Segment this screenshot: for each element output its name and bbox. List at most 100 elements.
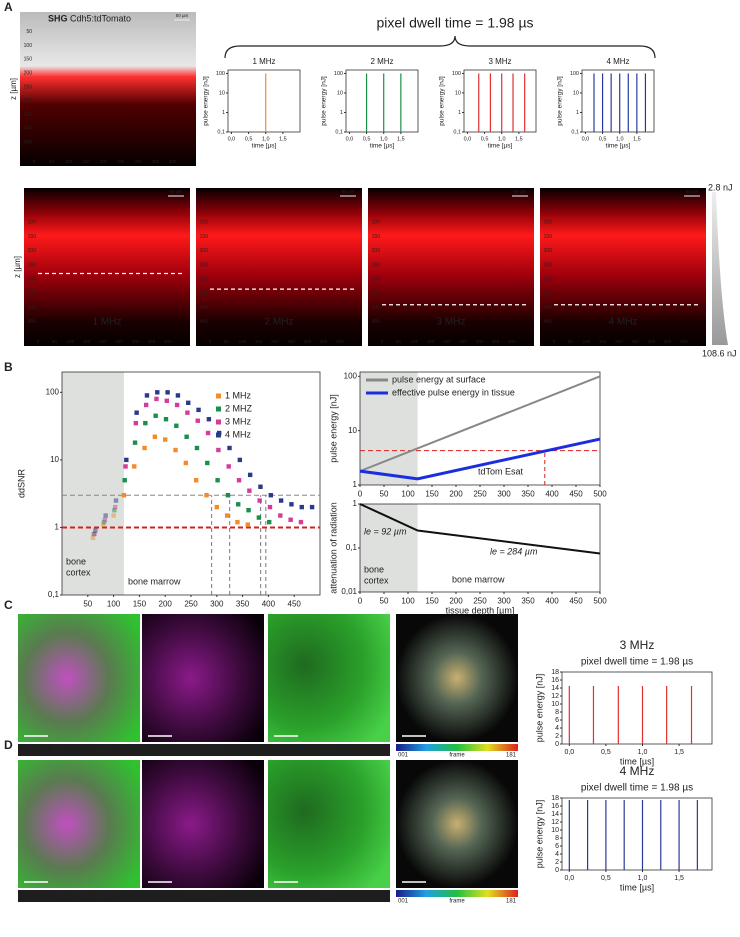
x-tick-label: 0,0 [228, 136, 236, 142]
x-tick-label: 250 [631, 339, 639, 344]
line [359, 503, 601, 555]
y-tick-label: 0,01 [341, 587, 357, 596]
data-point [123, 464, 128, 469]
z-tick-label: 350 [24, 112, 33, 118]
z-tick-label: 250 [372, 262, 381, 268]
data-point [236, 478, 242, 483]
x-tick-label: 50 [380, 489, 389, 498]
data-point [288, 517, 293, 522]
x-tick-label: 1,0 [380, 136, 388, 142]
data-point [216, 447, 221, 453]
x-tick-label: 0,5 [481, 136, 489, 142]
data-point [133, 420, 139, 426]
data-point [101, 522, 106, 527]
channel-label: Prx1:tdRFP [76, 745, 117, 754]
scale-bar-label: 50 µm [514, 189, 527, 194]
micrograph [268, 760, 390, 888]
data-point [134, 410, 139, 415]
z-tick-label: 50 [374, 206, 380, 212]
y-tick-label: 10 [551, 701, 559, 708]
y-tick-label: 10 [573, 90, 579, 96]
x-axis-label: time [µs] [370, 143, 395, 150]
x-tick-label: 150 [83, 339, 91, 344]
data-point [224, 513, 230, 518]
data-point [204, 493, 209, 498]
plot-frame [581, 69, 655, 133]
channel-label: THG [53, 745, 70, 754]
legend-label: effective pulse energy in tissue [392, 387, 515, 397]
data-point [154, 396, 159, 402]
y-tick-label: 8 [555, 709, 559, 716]
x-tick-label: 1,0 [262, 136, 270, 142]
x-tick-label: 0 [209, 339, 212, 344]
z-tick-label: 350 [28, 291, 37, 297]
annotation: cortex [364, 575, 389, 585]
x-tick-label: 0 [33, 159, 36, 164]
z-tick-label: 200 [544, 248, 553, 254]
x-tick-label: 400 [164, 339, 172, 344]
y-tick-label: 0,1 [346, 543, 358, 552]
data-point [205, 430, 211, 436]
x-tick-label: 50 [380, 596, 389, 605]
data-point [196, 407, 201, 413]
x-tick-label: 100 [401, 596, 415, 605]
x-tick-label: 100 [583, 339, 591, 344]
y-tick-label: 12 [551, 819, 559, 826]
y-tick-label: 2 [555, 859, 559, 866]
micrograph [142, 760, 264, 888]
x-tick-label: 400 [169, 159, 177, 164]
y-tick-label: 100 [216, 71, 225, 77]
x-tick-label: 1,5 [674, 749, 684, 756]
y-tick-label: 14 [551, 685, 559, 692]
panel-label: C [4, 598, 13, 612]
data-point [267, 504, 273, 510]
data-point [92, 531, 97, 537]
z-tick-label: 100 [200, 220, 209, 226]
panel-label: B [4, 360, 13, 374]
x-tick-label: 0 [553, 339, 556, 344]
legend-label: pulse energy at surface [392, 374, 486, 384]
data-point [155, 390, 160, 395]
data-point [103, 513, 108, 518]
y-tick-label: 4 [555, 851, 559, 858]
channel-label: THG [321, 891, 338, 900]
chart-subtitle: pixel dwell time = 1.98 µs [581, 783, 693, 794]
x-tick-label: 300 [134, 159, 142, 164]
x-tick-label: 300 [497, 489, 511, 498]
y-axis-label: ddSNR [16, 468, 26, 498]
x-tick-label: 100 [411, 339, 419, 344]
z-axis-label: z [µm] [9, 78, 18, 100]
x-tick-label: 1,5 [279, 136, 287, 142]
x-tick-label: 300 [497, 596, 511, 605]
x-axis-label: time [µs] [488, 143, 513, 150]
x-tick-label: 200 [443, 339, 451, 344]
image [368, 188, 534, 346]
z-tick-label: 100 [544, 220, 553, 226]
x-tick-label: 1,5 [515, 136, 523, 142]
x-tick-label: 150 [255, 339, 263, 344]
data-point [111, 513, 116, 518]
x-tick-label: 150 [425, 489, 439, 498]
y-tick-label: 12 [551, 693, 559, 700]
x-tick-label: 350 [664, 339, 672, 344]
y-tick-label: 8 [555, 835, 559, 842]
x-tick-label: 0,5 [245, 136, 253, 142]
y-axis-label: pulse energy [nJ] [321, 76, 328, 126]
data-point [144, 393, 150, 398]
energy-max: 108.6 nJ [702, 348, 737, 358]
legend-label: 2 MHZ [225, 403, 253, 413]
y-tick-label: 2 [555, 733, 559, 740]
z-tick-label: 200 [200, 248, 209, 254]
scale-bar-label: 50 µm [176, 13, 189, 18]
x-tick-label: 250 [459, 339, 467, 344]
y-tick-label: 18 [551, 795, 559, 802]
legend-marker [216, 432, 221, 438]
y-tick-label: 10 [455, 90, 461, 96]
data-point [121, 493, 127, 498]
x-tick-label: 0,5 [363, 136, 371, 142]
y-tick-label: 1 [458, 110, 461, 116]
x-tick-label: 200 [615, 339, 623, 344]
image-label: 1 MHz [93, 317, 122, 328]
scale-bar-label: 50 µm [686, 189, 699, 194]
